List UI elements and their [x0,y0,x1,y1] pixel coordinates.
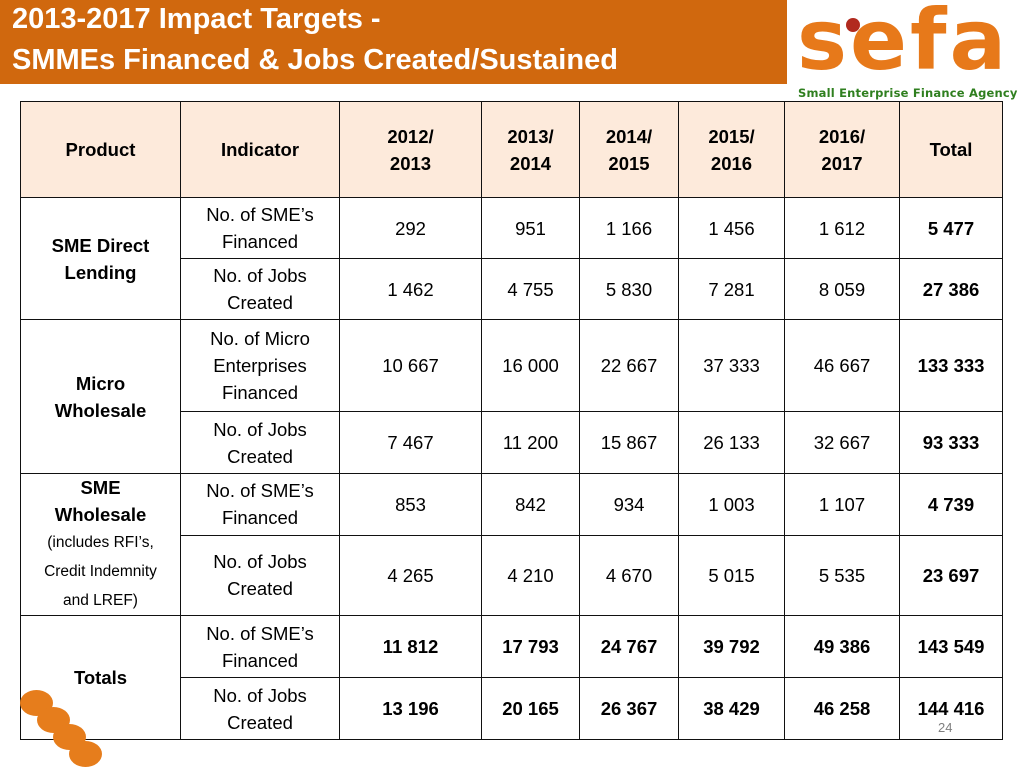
value-cell: 46 258 [784,677,900,740]
header-2013-2014: 2013/2014 [481,101,580,198]
value-cell: 842 [481,473,580,536]
value-cell: 32 667 [784,411,900,474]
value-cell: 934 [579,473,679,536]
value-cell: 5 015 [678,534,785,617]
table-row: SME Wholesale (includes RFI’s, Credit Inde… [20,473,1003,616]
slide-title-line-2: SMMEs Financed & Jobs Created/Sustained [12,44,618,76]
value-cell: 10 667 [339,319,482,412]
header-total: Total [899,101,1003,198]
value-cell: 853 [339,473,482,536]
value-cell: 24 767 [579,615,679,678]
header-indicator: Indicator [180,101,340,198]
total-cell: 133 333 [899,319,1003,412]
value-cell: 7 281 [678,258,785,320]
value-cell: 4 670 [579,534,679,617]
indicator-cell: No. of SME’s Financed [180,615,340,678]
value-cell: 7 467 [339,411,482,474]
logo-wordmark: sefa [797,0,1010,89]
header-2015-2016: 2015/2016 [678,101,785,198]
total-cell: 5 477 [899,197,1003,259]
value-cell: 1 462 [339,258,482,320]
value-cell: 15 867 [579,411,679,474]
logo-dot-icon [846,18,860,32]
indicator-cell: No. of Micro Enterprises Financed [180,319,340,412]
value-cell: 17 793 [481,615,580,678]
table-row: No. of Jobs Created 4 265 4 210 4 670 5 0… [21,534,1003,617]
value-cell: 37 333 [678,319,785,412]
table-row: No. of Jobs Created 13 196 20 165 26 367 … [21,677,1003,740]
value-cell: 39 792 [678,615,785,678]
indicator-cell: No. of Jobs Created [180,258,340,320]
indicator-cell: No. of SME’s Financed [180,197,340,259]
value-cell: 1 456 [678,197,785,259]
value-cell: 8 059 [784,258,900,320]
indicator-cell: No. of Jobs Created [180,677,340,740]
value-cell: 5 535 [784,534,900,617]
value-cell: 1 107 [784,473,900,536]
total-cell: 27 386 [899,258,1003,320]
product-note: (includes RFI’s, Credit Indemnity and LREF… [44,534,157,609]
page-number: 24 [938,720,953,735]
header-product: Product [20,101,181,198]
value-cell: 4 755 [481,258,580,320]
header-row: Product Indicator 2012/2013 2013/2014 20… [20,101,1003,198]
product-sme-direct-lending: SME Direct Lending [20,197,181,320]
indicator-cell: No. of Jobs Created [180,534,340,617]
value-cell: 1 166 [579,197,679,259]
table-row: Micro Wholesale No. of Micro Enterprises Fi… [20,319,1003,474]
header-2014-2015: 2014/2015 [579,101,679,198]
indicator-cell: No. of SME’s Financed [180,473,340,536]
slide-title-line-1: 2013-2017 Impact Targets - [12,3,381,35]
value-cell: 4 210 [481,534,580,617]
title-banner: 2013-2017 Impact Targets - SMMEs Finance… [0,0,787,84]
value-cell: 26 367 [579,677,679,740]
table-row: No. of Jobs Created 7 467 11 200 15 867 2… [21,411,1003,474]
value-cell: 11 812 [339,615,482,678]
total-cell: 23 697 [899,534,1003,617]
value-cell: 951 [481,197,580,259]
sefa-logo: sefa Small Enterprise Finance Agency [795,0,1017,102]
total-cell: 143 549 [899,615,1003,678]
value-cell: 11 200 [481,411,580,474]
total-cell: 4 739 [899,473,1003,536]
indicator-cell: No. of Jobs Created [180,411,340,474]
table-row: SME Direct Lending No. of SME’s Financed 2… [20,197,1003,320]
value-cell: 20 165 [481,677,580,740]
value-cell: 4 265 [339,534,482,617]
header-2012-2013: 2012/2013 [339,101,482,198]
value-cell: 16 000 [481,319,580,412]
logo-tagline: Small Enterprise Finance Agency [798,86,1018,100]
value-cell: 13 196 [339,677,482,740]
table-row: Totals No. of SME’s Financed 11 812 17 79… [20,615,1003,740]
table-row: No. of Jobs Created 1 462 4 755 5 830 7 2… [21,258,1003,320]
total-cell: 93 333 [899,411,1003,474]
impact-targets-table: Product Indicator 2012/2013 2013/2014 20… [20,101,1003,740]
decorative-circle-icon [69,741,102,767]
product-sme-wholesale: SME Wholesale (includes RFI’s, Credit Inde… [20,473,181,616]
value-cell: 292 [339,197,482,259]
value-cell: 5 830 [579,258,679,320]
total-cell: 144 416 [899,677,1003,740]
value-cell: 46 667 [784,319,900,412]
header-2016-2017: 2016/2017 [784,101,900,198]
value-cell: 49 386 [784,615,900,678]
value-cell: 38 429 [678,677,785,740]
product-micro-wholesale: Micro Wholesale [20,319,181,474]
value-cell: 1 003 [678,473,785,536]
value-cell: 22 667 [579,319,679,412]
value-cell: 26 133 [678,411,785,474]
value-cell: 1 612 [784,197,900,259]
